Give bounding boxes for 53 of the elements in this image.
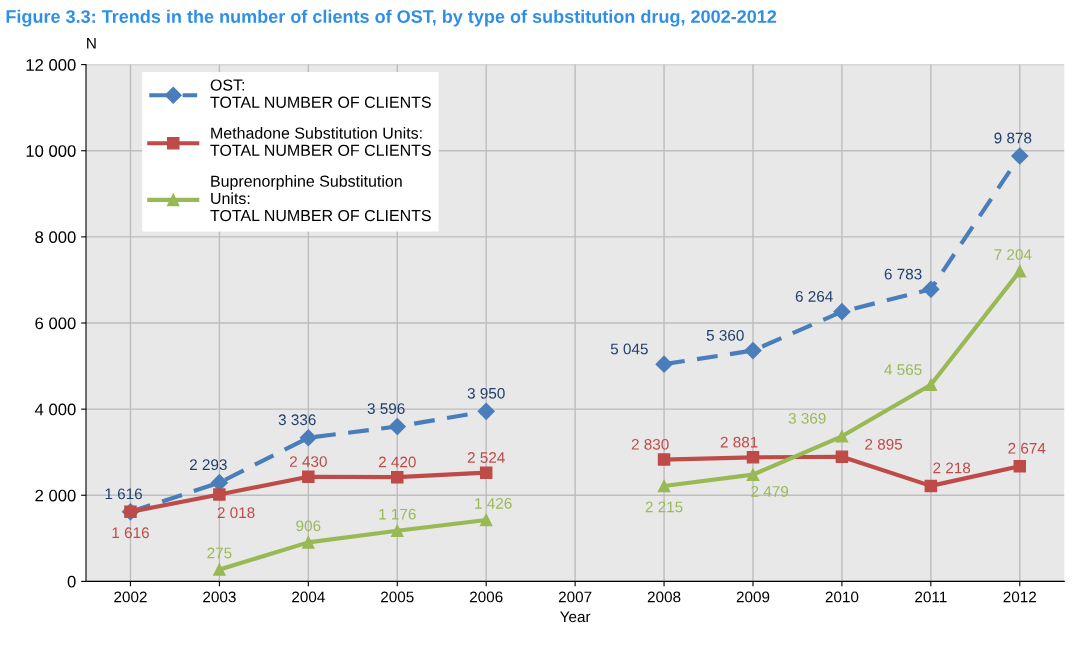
data-label: 906: [296, 520, 321, 532]
data-label: 1 176: [379, 508, 416, 520]
data-label: 2 479: [751, 485, 789, 497]
x-axis-title: Year: [560, 611, 591, 623]
data-label: 1 426: [475, 497, 512, 509]
x-tick-label: 2008: [647, 591, 681, 603]
legend-label: OST: TOTAL NUMBER OF CLIENTS: [210, 79, 431, 108]
data-label: 3 950: [467, 387, 505, 399]
x-tick-label: 2009: [736, 591, 770, 603]
data-label: 6 264: [795, 291, 833, 302]
x-tick-label: 2006: [469, 591, 503, 603]
data-label: 2 674: [1008, 442, 1046, 454]
data-label: 2 895: [865, 438, 903, 450]
x-tick-label: 2002: [114, 591, 147, 603]
legend-label: Methadone Substitution Units: TOTAL NUMBER OF CLIENTS: [210, 127, 431, 156]
data-label: 2 830: [631, 438, 669, 450]
data-label: 7 204: [994, 249, 1032, 260]
x-tick-label: 2003: [203, 591, 236, 603]
data-label: 2 881: [720, 436, 758, 448]
data-label: 1 616: [112, 527, 149, 539]
data-label: 6 783: [884, 268, 922, 280]
data-label: 9 878: [994, 132, 1032, 144]
y-tick-label: 4 000: [34, 403, 76, 416]
x-tick-label: 2010: [825, 591, 859, 603]
data-label: 2 218: [933, 462, 971, 474]
chart-title: Figure 3.3: Trends in the number of clients of OST, by type of substitution drug, 2002-2012: [6, 9, 777, 27]
y-tick-label: 0: [67, 575, 76, 588]
x-tick-label: 2011: [915, 591, 947, 603]
x-tick-label: 2005: [381, 591, 414, 603]
y-tick-label: 12 000: [26, 59, 76, 71]
data-label: 2 430: [289, 456, 327, 467]
y-axis-title: N: [87, 37, 96, 49]
data-label: 5 360: [706, 329, 744, 341]
data-label: 1 616: [105, 488, 142, 500]
y-tick-label: 10 000: [26, 145, 76, 157]
x-tick-label: 2012: [1003, 591, 1037, 603]
y-tick-label: 2 000: [35, 489, 76, 502]
x-tick-label: 2004: [292, 591, 325, 603]
x-tick-label: 2007: [558, 591, 592, 603]
data-label: 3 336: [278, 414, 316, 426]
data-label: 3 596: [367, 403, 405, 414]
data-label: 4 565: [884, 364, 922, 376]
data-label: 5 045: [610, 343, 648, 355]
data-label: 3 369: [788, 412, 826, 424]
data-label: 2 018: [217, 507, 255, 519]
data-label: 2 420: [378, 456, 416, 468]
data-label: 2 293: [189, 459, 227, 471]
data-label: 2 524: [467, 452, 505, 463]
data-label: 2 215: [645, 501, 683, 513]
legend-label: Buprenorphine Substitution Units: TOTAL NUMBER OF CLIENTS: [210, 175, 431, 222]
y-tick-label: 6 000: [35, 317, 76, 330]
y-tick-label: 8 000: [35, 231, 76, 244]
data-label: 275: [207, 547, 232, 559]
